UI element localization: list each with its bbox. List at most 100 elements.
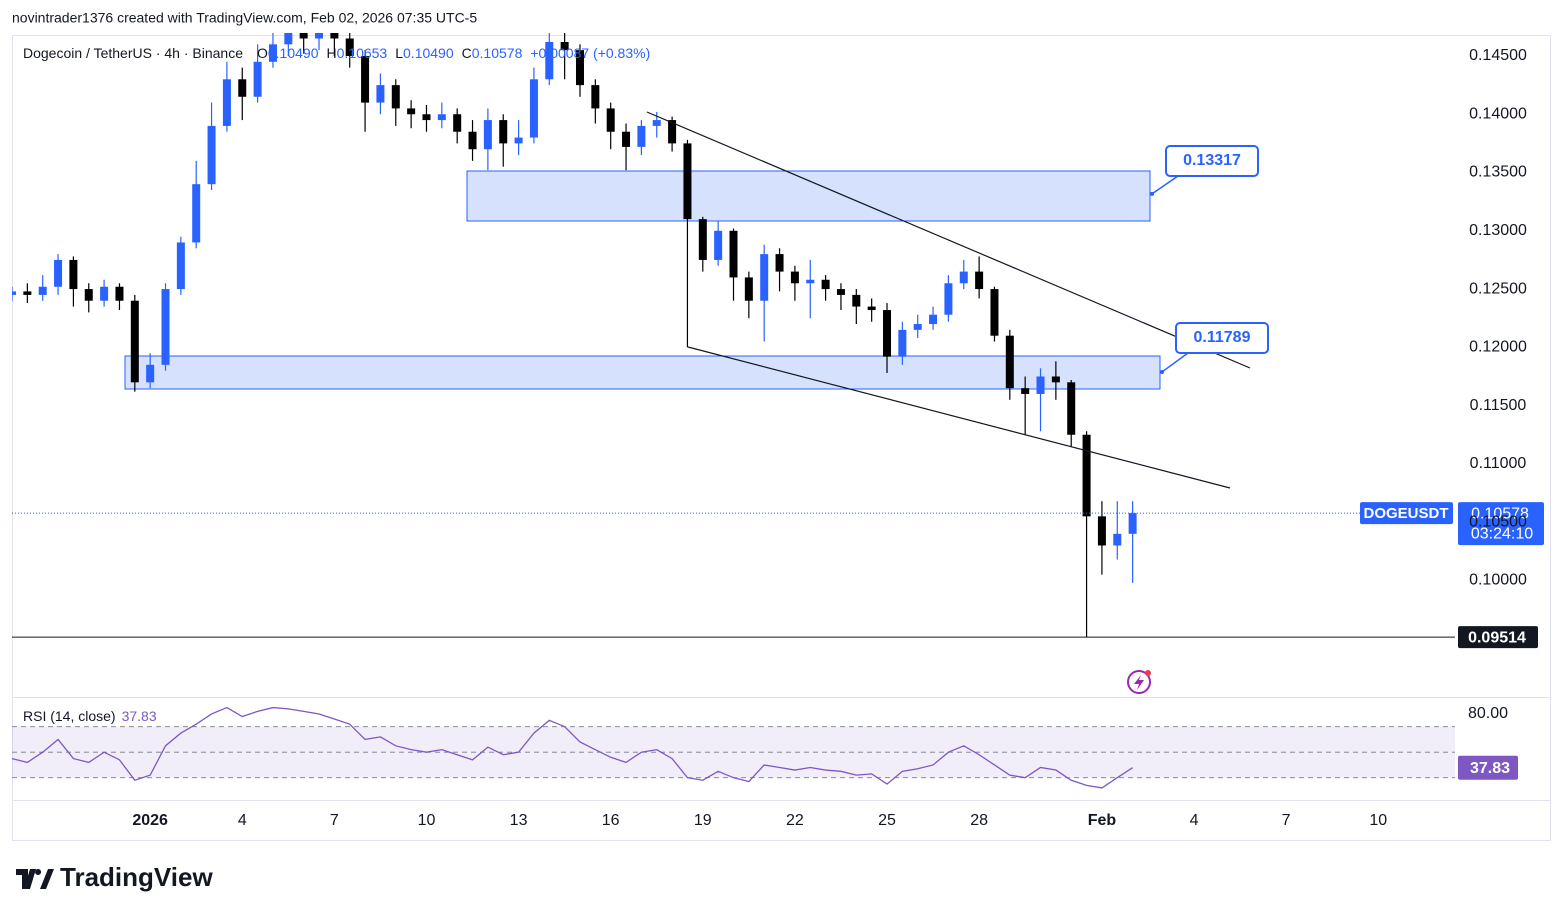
candle-body [652, 120, 661, 126]
candle-body [806, 279, 815, 284]
rsi-pane: 80.00 37.83 [11, 705, 1518, 789]
candle-body [345, 38, 354, 56]
candle-body [744, 277, 753, 301]
rsi-tick-label: 80.00 [1468, 705, 1508, 722]
x-tick-label: 7 [1282, 812, 1291, 829]
candle-body [975, 271, 984, 290]
trend-line [687, 346, 1231, 489]
candle-body [714, 230, 723, 260]
y-tick-label: 0.12500 [1469, 280, 1527, 297]
rsi-badge [1458, 755, 1518, 780]
price-label: 0.10578 [1471, 505, 1529, 522]
x-tick-label: 19 [694, 812, 712, 829]
ohlc-key: L [395, 45, 403, 61]
candle-body [1097, 516, 1106, 546]
candle-body [1113, 533, 1122, 546]
candle-body [898, 329, 907, 357]
x-tick-label: 10 [418, 812, 436, 829]
candle-body [315, 33, 324, 39]
x-tick-label: 16 [602, 812, 620, 829]
y-tick-label: 0.12000 [1469, 339, 1527, 356]
candle-body [376, 85, 385, 103]
candle-body [622, 131, 631, 147]
x-tick-label: Feb [1088, 812, 1117, 829]
candle-body [698, 219, 707, 260]
price-badge [1458, 502, 1544, 546]
trend-line [646, 111, 1251, 369]
change: +0.00087 (+0.83%) [530, 45, 650, 61]
candle-body [683, 143, 692, 220]
candle-body [1128, 513, 1137, 534]
candle-body [821, 279, 830, 290]
candle-body [883, 310, 892, 357]
callout-label: 0.13317 [1183, 152, 1241, 169]
y-tick-label: 0.14500 [1469, 47, 1527, 64]
candle-body [1021, 388, 1030, 394]
candle-body [222, 79, 231, 126]
callout-dot [1150, 191, 1154, 196]
x-tick-label: 4 [238, 812, 247, 829]
rsi-legend: RSI (14, close) 37.83 [23, 708, 157, 724]
candle-body [944, 283, 953, 315]
candle-body [729, 230, 738, 278]
y-tick-label: 0.10000 [1469, 572, 1527, 589]
candle-body [1082, 434, 1091, 517]
candle-body [836, 289, 845, 295]
callout-box [1165, 145, 1259, 177]
callout-box [1175, 322, 1269, 354]
candle-body [422, 114, 431, 121]
candle-body [453, 114, 462, 132]
candle-body [1067, 382, 1076, 435]
candle-body [361, 55, 370, 103]
candle-body [54, 259, 63, 287]
x-tick-label: 2026 [132, 812, 168, 829]
symbol-badge [1360, 502, 1453, 525]
candle-body [38, 286, 47, 295]
candle-body [146, 364, 155, 383]
ohlc-value: 0.10490 [268, 45, 319, 61]
candle-body [12, 291, 16, 295]
candle-body [529, 79, 538, 138]
ohlc-value: 0.10578 [472, 45, 523, 61]
candle-body [852, 294, 861, 307]
candle-body [1005, 335, 1014, 389]
low-badge [1458, 626, 1538, 649]
candle-body [545, 41, 554, 80]
x-tick-label: 13 [510, 812, 528, 829]
candle-body [69, 259, 78, 290]
legend: Dogecoin / TetherUS · 4h · Binance O0.104… [23, 45, 650, 61]
candle-body [760, 254, 769, 301]
symbol-title: Dogecoin / TetherUS · 4h · Binance [23, 45, 243, 61]
ohlc-value: 0.10653 [337, 45, 388, 61]
candle-body [253, 61, 262, 97]
brand: TradingView [60, 862, 213, 892]
candle-body [330, 33, 339, 39]
candle-body [100, 286, 109, 301]
candle-body [268, 44, 277, 62]
ohlc-value: 0.10490 [403, 45, 454, 61]
ohlc-key: O [257, 45, 268, 61]
candle-body [514, 137, 523, 144]
candle-body [575, 50, 584, 86]
y-tick-label: 0.11500 [1470, 397, 1527, 414]
candle-body [238, 79, 247, 97]
countdown: 03:24:10 [1471, 525, 1533, 542]
candle-body [299, 33, 308, 39]
candle-body [606, 108, 615, 132]
callout-pointer [1161, 352, 1189, 373]
candle-body [591, 85, 600, 109]
zone [466, 170, 1151, 222]
candle-body [391, 85, 400, 109]
candle-body [1036, 376, 1045, 394]
y-tick-label: 0.10500 [1469, 513, 1527, 530]
candle-body [176, 242, 185, 290]
candle-body [130, 300, 139, 383]
y-tick-label: 0.13500 [1469, 164, 1527, 181]
candle-body [284, 33, 293, 45]
candle-body [468, 131, 477, 150]
ohlc-key: C [462, 45, 472, 61]
candle-body [437, 114, 446, 121]
rsi-line [11, 706, 1133, 789]
